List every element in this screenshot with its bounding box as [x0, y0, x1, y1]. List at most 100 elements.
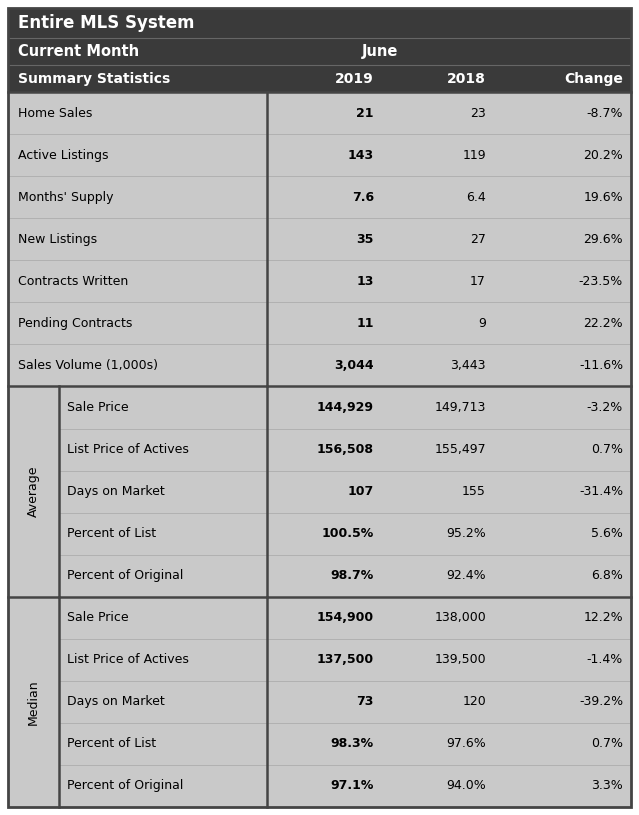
- Text: Percent of List: Percent of List: [67, 527, 156, 540]
- Bar: [8, 38, 631, 65]
- Bar: [59, 597, 266, 639]
- Text: New Listings: New Listings: [18, 233, 97, 246]
- Text: 94.0%: 94.0%: [446, 779, 486, 792]
- Bar: [59, 555, 266, 597]
- Text: Current Month: Current Month: [18, 44, 139, 59]
- Bar: [8, 597, 59, 807]
- Text: 22.2%: 22.2%: [583, 317, 623, 330]
- Text: Median: Median: [27, 679, 40, 725]
- Text: 73: 73: [357, 695, 374, 708]
- Bar: [59, 513, 266, 555]
- Text: 156,508: 156,508: [317, 443, 374, 456]
- Bar: [266, 723, 631, 765]
- Text: 107: 107: [348, 485, 374, 498]
- Text: 139,500: 139,500: [435, 654, 486, 667]
- Text: 29.6%: 29.6%: [583, 233, 623, 246]
- Bar: [8, 218, 631, 260]
- Text: 137,500: 137,500: [317, 654, 374, 667]
- Text: June: June: [362, 44, 399, 59]
- Text: 92.4%: 92.4%: [446, 569, 486, 582]
- Text: Days on Market: Days on Market: [67, 485, 165, 498]
- Text: 155: 155: [462, 485, 486, 498]
- Text: 154,900: 154,900: [317, 611, 374, 624]
- Text: Days on Market: Days on Market: [67, 695, 165, 708]
- Text: Change: Change: [564, 72, 623, 86]
- Text: List Price of Actives: List Price of Actives: [67, 654, 189, 667]
- Text: 2018: 2018: [447, 72, 486, 86]
- Text: 98.7%: 98.7%: [330, 569, 374, 582]
- Text: 97.6%: 97.6%: [446, 738, 486, 751]
- Text: Pending Contracts: Pending Contracts: [18, 317, 132, 330]
- Bar: [59, 470, 266, 513]
- Text: -23.5%: -23.5%: [579, 275, 623, 288]
- Text: 3,044: 3,044: [334, 359, 374, 372]
- Bar: [266, 513, 631, 555]
- Text: 27: 27: [470, 233, 486, 246]
- Text: 2019: 2019: [335, 72, 374, 86]
- Text: -39.2%: -39.2%: [579, 695, 623, 708]
- Bar: [59, 723, 266, 765]
- Text: Summary Statistics: Summary Statistics: [18, 72, 170, 86]
- Bar: [8, 65, 631, 92]
- Text: 144,929: 144,929: [317, 401, 374, 414]
- Text: 120: 120: [462, 695, 486, 708]
- Text: -8.7%: -8.7%: [587, 107, 623, 120]
- Bar: [266, 765, 631, 807]
- Bar: [266, 639, 631, 681]
- Text: 23: 23: [470, 107, 486, 120]
- Text: 143: 143: [348, 148, 374, 161]
- Text: 5.6%: 5.6%: [591, 527, 623, 540]
- Text: 0.7%: 0.7%: [591, 443, 623, 456]
- Text: -3.2%: -3.2%: [587, 401, 623, 414]
- Text: Months' Supply: Months' Supply: [18, 191, 114, 204]
- Text: Sale Price: Sale Price: [67, 611, 128, 624]
- Bar: [266, 470, 631, 513]
- Bar: [8, 92, 631, 134]
- Text: 21: 21: [357, 107, 374, 120]
- Bar: [59, 386, 266, 429]
- Text: Contracts Written: Contracts Written: [18, 275, 128, 288]
- Bar: [266, 386, 631, 429]
- Bar: [59, 639, 266, 681]
- Text: 9: 9: [478, 317, 486, 330]
- Bar: [8, 176, 631, 218]
- Text: 11: 11: [357, 317, 374, 330]
- Bar: [8, 386, 59, 597]
- Text: 13: 13: [357, 275, 374, 288]
- Bar: [266, 597, 631, 639]
- Text: Active Listings: Active Listings: [18, 148, 109, 161]
- Text: 7.6: 7.6: [351, 191, 374, 204]
- Text: 17: 17: [470, 275, 486, 288]
- Text: 155,497: 155,497: [435, 443, 486, 456]
- Text: Home Sales: Home Sales: [18, 107, 93, 120]
- Bar: [266, 681, 631, 723]
- Text: 98.3%: 98.3%: [330, 738, 374, 751]
- Text: 149,713: 149,713: [435, 401, 486, 414]
- Text: Sale Price: Sale Price: [67, 401, 128, 414]
- Bar: [59, 681, 266, 723]
- Bar: [266, 429, 631, 470]
- Bar: [8, 8, 631, 38]
- Text: -1.4%: -1.4%: [587, 654, 623, 667]
- Text: 6.4: 6.4: [466, 191, 486, 204]
- Text: 0.7%: 0.7%: [591, 738, 623, 751]
- Bar: [8, 134, 631, 176]
- Text: 100.5%: 100.5%: [321, 527, 374, 540]
- Bar: [59, 429, 266, 470]
- Text: Average: Average: [27, 466, 40, 518]
- Text: 6.8%: 6.8%: [591, 569, 623, 582]
- Bar: [8, 345, 631, 386]
- Text: Percent of Original: Percent of Original: [67, 569, 183, 582]
- Text: 19.6%: 19.6%: [583, 191, 623, 204]
- Text: 119: 119: [462, 148, 486, 161]
- Text: 20.2%: 20.2%: [583, 148, 623, 161]
- Text: 95.2%: 95.2%: [446, 527, 486, 540]
- Bar: [266, 555, 631, 597]
- Bar: [8, 302, 631, 345]
- Bar: [59, 765, 266, 807]
- Text: Percent of Original: Percent of Original: [67, 779, 183, 792]
- Text: Sales Volume (1,000s): Sales Volume (1,000s): [18, 359, 158, 372]
- Text: Entire MLS System: Entire MLS System: [18, 14, 194, 33]
- Text: 12.2%: 12.2%: [583, 611, 623, 624]
- Text: 35: 35: [357, 233, 374, 246]
